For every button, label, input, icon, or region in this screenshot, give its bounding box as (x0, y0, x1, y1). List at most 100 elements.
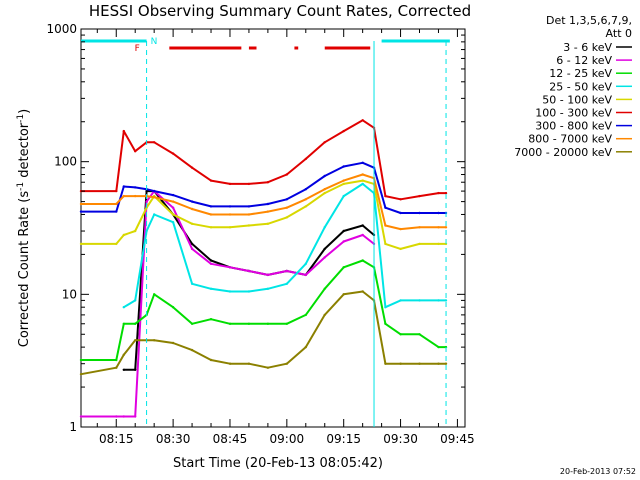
series-point-7 (190, 200, 194, 203)
series-point-8 (134, 194, 137, 198)
legend-entry-label: 3 - 6 keV (563, 41, 612, 54)
series-point-8 (153, 196, 156, 199)
series-point-3 (361, 259, 364, 262)
series-point-7 (285, 198, 288, 201)
series-point-3 (171, 306, 175, 309)
series-point-4 (418, 299, 421, 302)
series-point-9 (134, 339, 137, 342)
series-point-5 (323, 191, 326, 195)
series-point-4 (122, 306, 126, 309)
series-point-8 (437, 226, 440, 229)
series-point-4 (228, 290, 232, 293)
series-point-2 (134, 415, 137, 418)
series-point-7 (115, 210, 118, 213)
series-point-3 (304, 313, 307, 317)
series-point-7 (79, 210, 83, 213)
series-point-6 (115, 189, 118, 193)
series-point-7 (361, 161, 364, 164)
x-tick-label: 09:15 (326, 432, 361, 446)
series-point-4 (437, 299, 440, 302)
series-point-1 (190, 242, 194, 246)
series-point-6 (437, 191, 440, 195)
series-point-5 (190, 222, 194, 225)
series-point-7 (228, 205, 232, 208)
series-point-4 (247, 290, 251, 293)
series-point-3 (153, 293, 156, 296)
flare-flag-label: F (135, 44, 140, 54)
y-tick-label: 10 (62, 287, 77, 301)
series-point-3 (399, 333, 402, 336)
legend-entry-label: 800 - 7000 keV (528, 133, 612, 146)
legend-header-line1: Det 1,3,5,6,7,9, (546, 14, 632, 27)
series-point-8 (228, 213, 232, 216)
series-point-8 (247, 213, 251, 216)
series-point-3 (228, 322, 232, 325)
series-layer (79, 119, 448, 418)
series-point-4 (342, 194, 345, 198)
series-point-9 (228, 362, 232, 365)
series-point-7 (122, 185, 126, 188)
series-point-5 (285, 216, 288, 219)
series-point-2 (209, 262, 213, 265)
series-point-3 (122, 322, 126, 325)
series-point-1 (342, 229, 345, 233)
series-point-9 (247, 362, 251, 365)
series-point-9 (304, 345, 307, 349)
series-point-6 (285, 173, 288, 176)
series-point-4 (384, 306, 387, 309)
series-point-1 (134, 368, 137, 371)
series-point-6 (444, 191, 448, 195)
legend-entry-label: 100 - 300 keV (535, 107, 612, 120)
legend-entry-label: 50 - 100 keV (542, 93, 612, 106)
series-point-1 (145, 189, 148, 193)
series-point-7 (437, 211, 440, 215)
series-point-3 (418, 333, 421, 336)
chart-title: HESSI Observing Summary Count Rates, Cor… (89, 2, 471, 20)
series-point-5 (437, 242, 440, 246)
series-point-1 (361, 224, 364, 227)
series-point-9 (361, 290, 364, 293)
series-point-7 (342, 165, 345, 168)
series-point-5 (122, 233, 126, 237)
series-point-6 (247, 182, 251, 186)
legend-entry-label: 7000 - 20000 keV (514, 146, 612, 159)
series-point-6 (304, 157, 307, 161)
series-point-5 (418, 242, 421, 246)
series-point-1 (209, 259, 213, 262)
series-point-4 (266, 287, 270, 290)
series-point-5 (304, 205, 307, 208)
series-point-9 (323, 313, 326, 317)
x-axis-label: Start Time (20-Feb-13 08:05:42) (173, 456, 383, 471)
series-point-7 (171, 193, 175, 197)
series-point-2 (342, 240, 345, 243)
series-point-9 (342, 293, 345, 296)
series-point-6 (266, 181, 270, 184)
night-flag-label: N (151, 37, 158, 47)
series-point-9 (418, 362, 421, 365)
series-point-3 (437, 345, 440, 349)
y-tick-label: 1 (69, 420, 77, 434)
series-point-8 (209, 213, 213, 216)
series-point-9 (384, 362, 387, 365)
series-point-6 (418, 194, 421, 198)
series-point-2 (323, 256, 326, 259)
series-point-8 (79, 202, 83, 206)
series-point-4 (153, 213, 156, 216)
series-point-5 (342, 182, 345, 186)
legend-header-line2: Att 0 (606, 27, 632, 40)
series-point-1 (122, 368, 126, 371)
series-point-9 (399, 362, 402, 365)
series-point-9 (209, 358, 213, 362)
series-point-2 (171, 206, 175, 209)
series-point-2 (304, 273, 307, 277)
series-point-7 (323, 174, 326, 178)
series-point-9 (115, 366, 118, 369)
series-point-6 (228, 182, 232, 186)
series-point-8 (444, 226, 448, 229)
series-point-2 (361, 233, 364, 237)
series-point-8 (122, 194, 126, 198)
series-point-4 (399, 299, 402, 302)
series-point-8 (399, 227, 402, 231)
